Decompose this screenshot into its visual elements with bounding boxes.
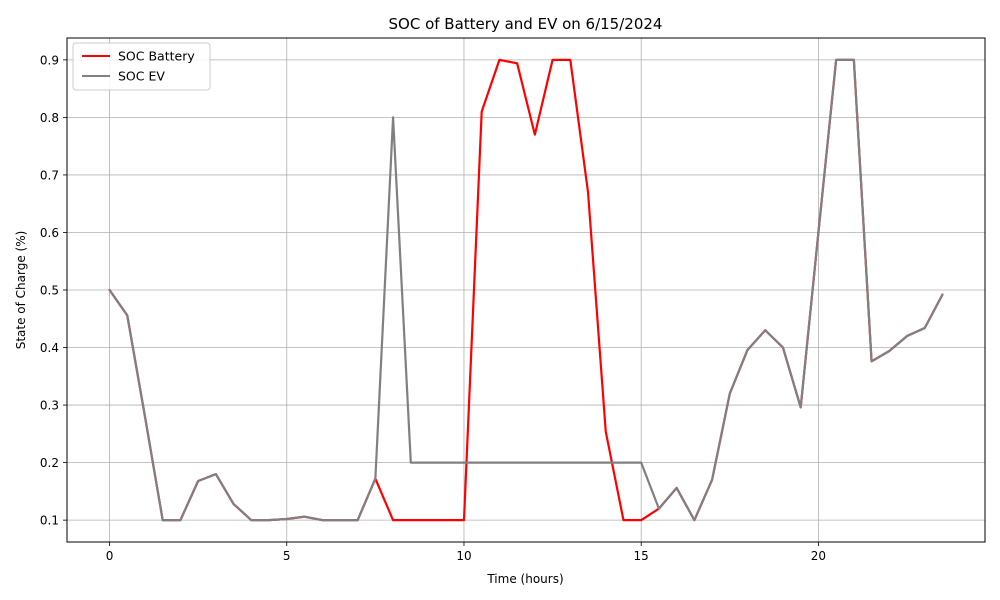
x-tick-label: 5 — [283, 549, 291, 563]
legend-box — [72, 42, 211, 91]
x-tick-label: 15 — [634, 549, 649, 563]
x-axis-label: Time (hours) — [486, 572, 563, 586]
series-lines — [108, 58, 944, 522]
y-tick-label: 0.2 — [40, 456, 59, 470]
y-tick-label: 0.1 — [40, 514, 59, 528]
series-line-soc-ev — [108, 58, 944, 522]
y-tick-label: 0.7 — [40, 168, 59, 182]
chart-title: SOC of Battery and EV on 6/15/2024 — [389, 15, 663, 33]
x-tick-label: 0 — [106, 549, 114, 563]
x-tick-label: 20 — [811, 549, 826, 563]
y-tick-label: 0.3 — [40, 399, 59, 413]
y-tick-label: 0.9 — [40, 53, 59, 67]
y-axis-label: State of Charge (%) — [14, 231, 28, 350]
x-tick-label: 10 — [456, 549, 471, 563]
grid-lines — [67, 38, 985, 542]
y-tick-label: 0.8 — [40, 111, 59, 125]
y-axis-ticks: 0.1 0.2 0.3 0.4 0.5 0.6 0.7 0.8 0.9 — [40, 53, 67, 528]
x-axis-ticks: 0 5 10 15 20 — [106, 542, 826, 563]
legend-label-soc-battery: SOC Battery — [118, 49, 195, 64]
legend-label-soc-ev: SOC EV — [118, 69, 165, 84]
y-tick-label: 0.4 — [40, 341, 59, 355]
legend: SOC Battery SOC EV — [72, 42, 211, 91]
y-tick-label: 0.5 — [40, 284, 59, 298]
y-tick-label: 0.6 — [40, 226, 59, 240]
